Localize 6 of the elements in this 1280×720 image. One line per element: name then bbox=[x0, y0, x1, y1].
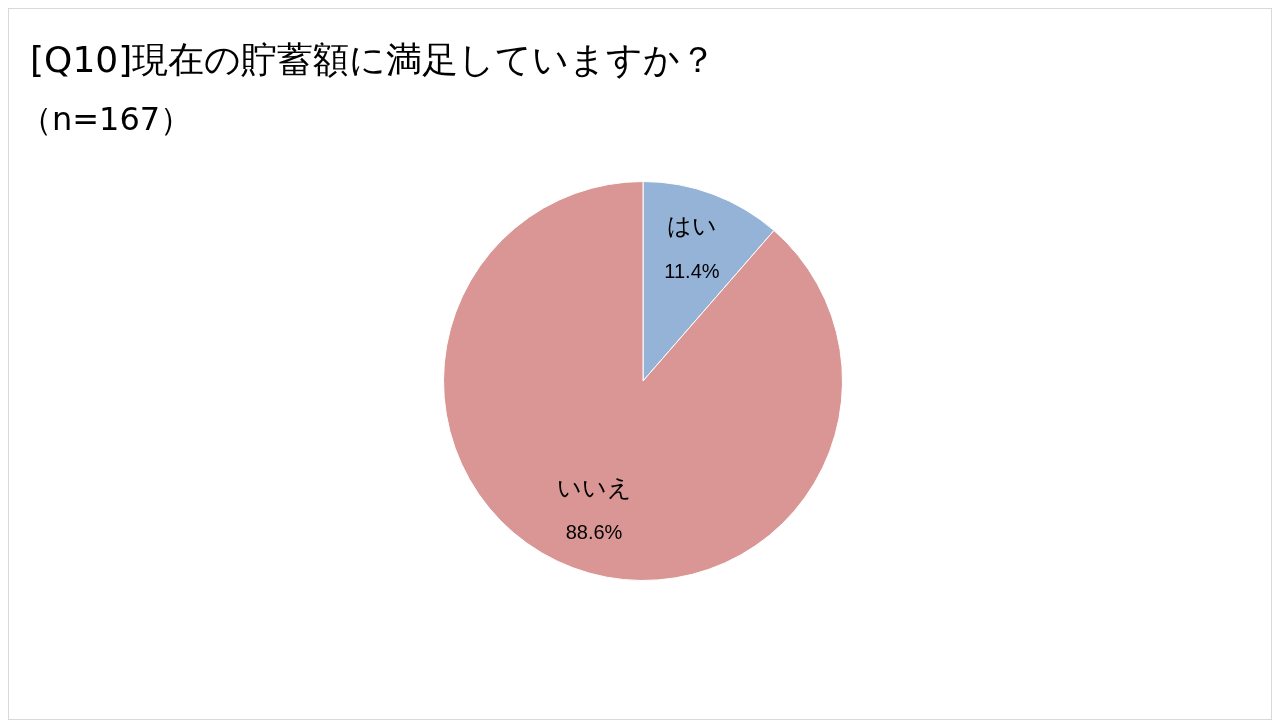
text: （n=167） bbox=[20, 99, 193, 140]
slice-label: いいえ bbox=[556, 474, 632, 503]
data-label: 11.4% bbox=[664, 259, 720, 282]
chart-title: [Q10]現在の貯蓄額に満足していますか？ bbox=[30, 38, 717, 82]
data-label: 88.6% bbox=[565, 521, 623, 544]
slice-label: はい bbox=[666, 212, 717, 241]
